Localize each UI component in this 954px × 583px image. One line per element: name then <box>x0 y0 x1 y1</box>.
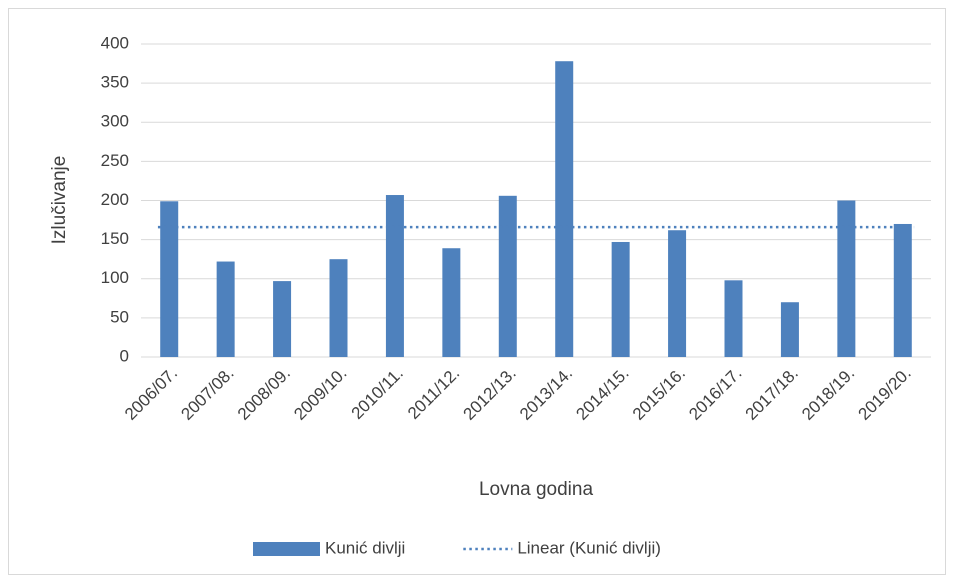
bar <box>216 261 235 357</box>
y-tick-label: 0 <box>120 346 129 365</box>
bar <box>780 302 799 357</box>
y-tick-label: 400 <box>101 33 129 52</box>
bar <box>555 61 574 358</box>
y-tick-label: 350 <box>101 73 129 92</box>
bar <box>273 281 292 357</box>
bar <box>611 241 630 357</box>
y-tick-label: 300 <box>101 112 129 131</box>
y-tick-label: 50 <box>110 307 129 326</box>
bar <box>160 201 179 357</box>
x-axis-title: Lovna godina <box>479 479 594 500</box>
legend-swatch <box>253 542 320 556</box>
bar <box>893 223 912 357</box>
y-axis-title: Izlučivanje <box>49 156 70 245</box>
legend-label: Linear (Kunić divlji) <box>517 538 661 557</box>
bar <box>837 200 856 357</box>
bar <box>442 248 461 357</box>
chart-border <box>8 8 946 575</box>
y-tick-label: 250 <box>101 151 129 170</box>
legend-label: Kunić divlji <box>325 538 405 557</box>
y-tick-label: 100 <box>101 268 129 287</box>
bar <box>498 195 517 357</box>
bar <box>329 259 348 357</box>
y-tick-label: 150 <box>101 229 129 248</box>
bar <box>668 230 687 357</box>
bar <box>385 195 404 357</box>
y-tick-label: 200 <box>101 190 129 209</box>
bar <box>724 280 743 357</box>
